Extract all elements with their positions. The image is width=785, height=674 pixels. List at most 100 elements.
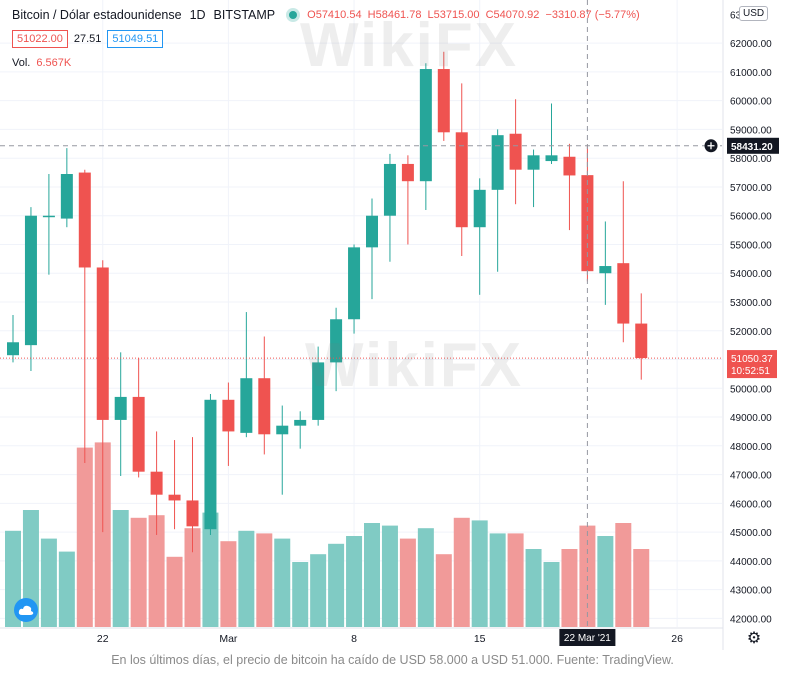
volume-bar	[238, 530, 255, 627]
volume-bar	[148, 515, 165, 627]
candle-body	[635, 323, 648, 359]
ohlc-low: L53715.00	[427, 9, 480, 21]
price-tick-label: 50000.00	[730, 384, 772, 395]
volume-bar	[166, 556, 183, 627]
price-tick-label: 55000.00	[730, 240, 772, 251]
price-tick-label: 46000.00	[730, 499, 772, 510]
time-tick-label: 22	[97, 633, 109, 645]
time-tick-label: 15	[474, 633, 486, 645]
candle-body	[599, 266, 612, 274]
ohlc-close: C54070.92	[485, 9, 540, 21]
price-tick-label: 61000.00	[730, 68, 772, 79]
gear-icon[interactable]: ⚙	[746, 630, 762, 647]
price-tick-label: 63	[730, 10, 742, 21]
price-tick-label: 53000.00	[730, 298, 772, 309]
price-tick-label: 45000.00	[730, 528, 772, 539]
price-tick-label: 58000.00	[730, 154, 772, 165]
volume-bar	[507, 533, 524, 627]
time-tick-label: Mar	[219, 633, 238, 645]
volume-bar	[22, 510, 39, 627]
volume-bar	[256, 533, 273, 627]
bid-price-button[interactable]: 51022.00	[12, 30, 68, 48]
ohlc-change: −3310.87 (−5.77%)	[545, 9, 640, 21]
ohlc-high: H58461.78	[367, 9, 422, 21]
volume-bar	[346, 536, 363, 627]
candle-body	[60, 174, 73, 219]
volume-bar	[130, 517, 147, 627]
candle-body	[401, 163, 414, 182]
bar-countdown-label: 10:52:51	[731, 366, 770, 377]
volume-bar	[435, 554, 452, 627]
quote-row: 51022.00 27.51 51049.51	[12, 30, 164, 48]
candle-body	[150, 471, 163, 495]
candle-body	[330, 319, 343, 363]
symbol-name[interactable]: Bitcoin / Dólar estadounidense	[12, 8, 182, 22]
candle-body	[581, 175, 594, 272]
crosshair-date-tag	[559, 629, 616, 646]
volume-label: Vol.	[12, 57, 31, 69]
volume-bar	[202, 512, 219, 627]
volume-bar	[615, 523, 632, 627]
price-axis[interactable]: 42000.00 43000.00 44000.00 45000.00 46000.00…	[704, 10, 780, 625]
candle-body	[491, 135, 504, 190]
crosshair-lines	[0, 0, 722, 627]
candle-body	[276, 425, 289, 435]
time-axis[interactable]: 22 Mar 8 15 26 22 Mar '21	[97, 629, 683, 646]
candle-body	[312, 362, 325, 420]
crosshair-date-label: 22 Mar '21	[564, 633, 611, 644]
candle-body	[383, 163, 396, 216]
candle-body	[96, 267, 109, 420]
price-chart[interactable]: 42000.00 43000.00 44000.00 45000.00 46000.00…	[0, 0, 785, 650]
candle-body	[563, 156, 576, 176]
currency-button[interactable]: USD	[739, 6, 769, 21]
symbol-header: Bitcoin / Dólar estadounidense 1D BITSTA…	[12, 8, 643, 22]
candle-body	[545, 155, 558, 162]
candlesticks	[7, 51, 648, 553]
candle-body	[132, 396, 145, 472]
volume-bar	[417, 528, 434, 627]
price-tick-label: 54000.00	[730, 269, 772, 280]
plus-circle-icon[interactable]	[704, 139, 718, 153]
ask-price-button[interactable]: 51049.51	[107, 30, 164, 48]
candle-body	[78, 172, 91, 268]
candle-body	[7, 342, 19, 356]
volume-bar	[112, 510, 129, 627]
candle-body	[258, 378, 271, 435]
volume-bar	[471, 520, 488, 627]
volume-bar	[364, 523, 380, 627]
price-tick-label: 43000.00	[730, 586, 772, 597]
market-status-icon	[289, 11, 298, 19]
price-tick-label: 49000.00	[730, 413, 772, 424]
price-tick-label: 47000.00	[730, 471, 772, 482]
candle-body	[419, 69, 432, 182]
figure-caption: En los últimos días, el precio de bitcoi…	[111, 653, 674, 667]
candle-body	[24, 215, 37, 346]
interval-label[interactable]: 1D	[189, 8, 206, 22]
price-tick-label: 62000.00	[730, 39, 772, 50]
price-tick-label: 60000.00	[730, 97, 772, 108]
price-tick-label: 57000.00	[730, 183, 772, 194]
ohlc-values: O57410.54 H58461.78 L53715.00 C54070.92 …	[307, 9, 643, 21]
last-price-label: 51050.37	[731, 354, 773, 365]
volume-bar	[597, 536, 614, 627]
volume-bar	[220, 541, 237, 627]
price-tick-label: 44000.00	[730, 557, 772, 568]
volume-bar	[633, 549, 650, 627]
price-tick-label: 59000.00	[730, 125, 772, 136]
ohlc-open: O57410.54	[307, 9, 362, 21]
price-tick-label: 56000.00	[730, 212, 772, 223]
volume-bar	[40, 538, 57, 627]
volume-bar	[328, 543, 345, 627]
volume-bar	[453, 517, 470, 627]
last-price-tag	[727, 350, 777, 379]
volume-bar	[58, 551, 75, 627]
candle-body	[222, 399, 235, 432]
plus-glyph	[707, 142, 715, 150]
volume-bar	[94, 442, 111, 627]
volume-bar	[525, 549, 542, 627]
candle-body	[240, 378, 253, 433]
tradingview-cloud-icon[interactable]	[14, 598, 38, 622]
time-tick-label: 8	[351, 633, 357, 645]
candle-body	[455, 132, 468, 228]
volume-value: 6.567K	[36, 57, 72, 69]
